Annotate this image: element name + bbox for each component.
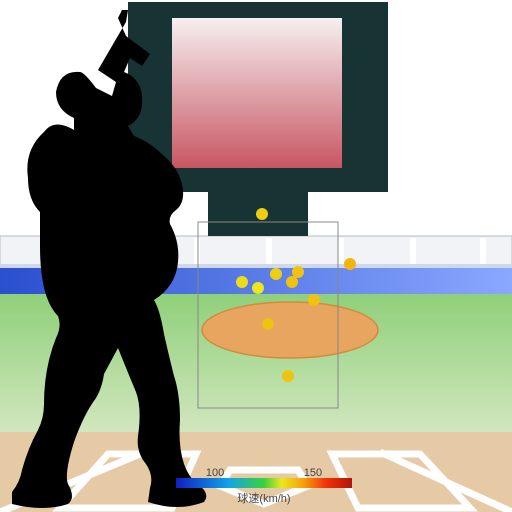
stand-gap <box>480 238 486 266</box>
pitch-marker <box>344 258 356 270</box>
pitchers-mound <box>202 302 378 358</box>
colorbar <box>176 478 352 488</box>
pitch-marker <box>308 294 320 306</box>
pitch-marker <box>286 276 298 288</box>
pitch-marker <box>282 370 294 382</box>
pitch-marker <box>252 282 264 294</box>
stand-gap <box>338 238 344 266</box>
colorbar-label: 球速(km/h) <box>237 491 290 505</box>
pitch-marker <box>292 266 304 278</box>
pitch-marker <box>256 208 268 220</box>
pitch-marker <box>236 276 248 288</box>
colorbar-tick: 150 <box>304 467 322 479</box>
colorbar-tick: 100 <box>206 467 224 479</box>
pitch-location-chart: 100 150 球速(km/h) <box>0 0 512 512</box>
pitch-marker <box>262 318 274 330</box>
scoreboard-screen <box>172 18 342 168</box>
stand-gap <box>266 238 272 266</box>
stand-gap <box>410 238 416 266</box>
pitch-marker <box>270 268 282 280</box>
stand-gap <box>194 238 200 266</box>
